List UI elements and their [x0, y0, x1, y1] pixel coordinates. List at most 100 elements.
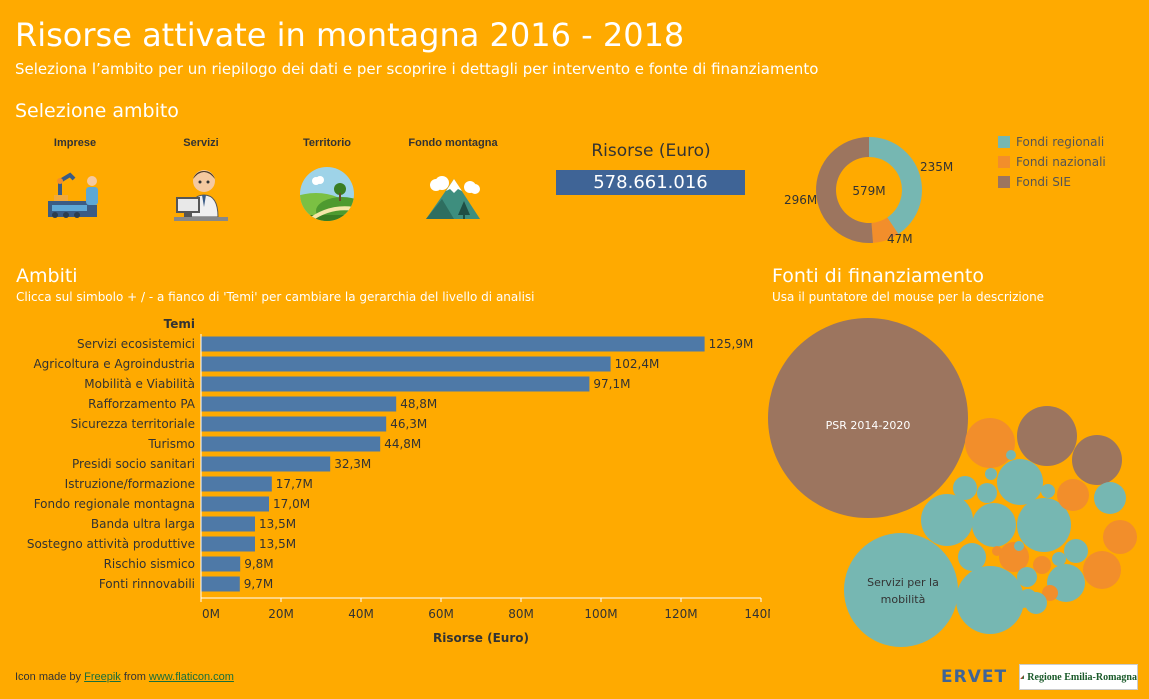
bubble[interactable] — [1094, 482, 1126, 514]
bubble[interactable] — [977, 483, 997, 503]
ambito-imprese-button[interactable]: Imprese — [20, 137, 130, 223]
bubble[interactable] — [1057, 479, 1089, 511]
category-label: Servizi ecosistemici — [77, 337, 195, 351]
bar[interactable] — [201, 356, 611, 372]
bubble-mobilita[interactable] — [844, 533, 958, 647]
x-tick-label: 40M — [348, 607, 374, 621]
bubble[interactable] — [1103, 520, 1137, 554]
bubble[interactable] — [1019, 598, 1029, 608]
donut-segment-2[interactable] — [816, 137, 874, 243]
bar[interactable] — [201, 516, 255, 532]
donut-center-label: 579M — [852, 184, 885, 198]
ambito-territorio-button[interactable]: Territorio — [272, 137, 382, 223]
bar-value-label: 102,4M — [615, 357, 660, 371]
x-axis-title: Risorse (Euro) — [433, 631, 529, 645]
mountain-icon — [426, 176, 480, 219]
bubble-label-mobilita-1: Servizi per la — [867, 576, 939, 589]
bubble[interactable] — [1064, 539, 1088, 563]
bubble[interactable] — [997, 459, 1043, 505]
ambito-fondo-montagna-button[interactable]: Fondo montagna — [398, 137, 508, 223]
kpi-value: 578.661.016 — [556, 170, 745, 195]
category-label: Rafforzamento PA — [88, 397, 196, 411]
bubble[interactable] — [956, 566, 1024, 634]
bar[interactable] — [201, 536, 255, 552]
x-tick-label: 100M — [584, 607, 617, 621]
category-label: Istruzione/formazione — [65, 477, 195, 491]
donut-segment-0[interactable] — [869, 137, 922, 235]
ambiti-subtitle: Clicca sul simbolo + / - a fianco di 'Te… — [16, 290, 535, 304]
bar-value-label: 97,1M — [593, 377, 630, 391]
bar[interactable] — [201, 476, 272, 492]
bar[interactable] — [201, 376, 590, 392]
donut-segment-1[interactable] — [871, 217, 899, 243]
bubble[interactable] — [985, 468, 997, 480]
bubble[interactable] — [1006, 450, 1016, 460]
ambito-label: Imprese — [53, 137, 97, 149]
bar-value-label: 125,9M — [709, 337, 754, 351]
legend-item-regionali[interactable]: Fondi regionali — [998, 132, 1106, 152]
bar-value-label: 17,0M — [273, 497, 310, 511]
bubble[interactable] — [1014, 541, 1024, 551]
category-label: Banda ultra larga — [91, 517, 195, 531]
bubble[interactable] — [972, 503, 1016, 547]
funding-bubble-chart[interactable]: PSR 2014-2020 Servizi per la mobilità — [762, 315, 1149, 655]
bubble[interactable] — [953, 476, 977, 500]
bar[interactable] — [201, 416, 387, 432]
page-title: Risorse attivate in montagna 2016 - 2018 — [15, 16, 685, 54]
legend-label: Fondi regionali — [1016, 135, 1105, 149]
donut-label-nazionali: 47M — [887, 232, 913, 246]
bubble[interactable] — [921, 494, 973, 546]
x-tick-label: 120M — [664, 607, 697, 621]
bubble[interactable] — [1017, 406, 1077, 466]
bubble[interactable] — [1072, 435, 1122, 485]
bar-value-label: 13,5M — [259, 537, 296, 551]
ambiti-title: Ambiti — [16, 265, 78, 287]
bubble[interactable] — [1025, 592, 1047, 614]
legend-item-nazionali[interactable]: Fondi nazionali — [998, 152, 1106, 172]
category-label: Agricoltura e Agroindustria — [33, 357, 195, 371]
bubble[interactable] — [958, 543, 986, 571]
landscape-icon — [300, 167, 354, 221]
bar-value-label: 13,5M — [259, 517, 296, 531]
flaticon-link[interactable]: www.flaticon.com — [148, 671, 234, 683]
category-label: Fondo regionale montagna — [34, 497, 195, 511]
factory-workers-icon — [48, 172, 98, 218]
freepik-link[interactable]: Freepik — [84, 671, 121, 683]
bubble[interactable] — [1033, 556, 1051, 574]
bar-value-label: 48,8M — [400, 397, 437, 411]
bubble[interactable] — [1042, 585, 1058, 601]
bubble[interactable] — [1052, 552, 1066, 566]
bubble-psr[interactable] — [768, 318, 968, 518]
bar[interactable] — [201, 336, 705, 352]
category-label: Sicurezza territoriale — [71, 417, 195, 431]
category-header[interactable]: Temi — [164, 317, 195, 331]
bubble[interactable] — [1017, 498, 1071, 552]
bubble[interactable] — [1041, 484, 1055, 498]
bar[interactable] — [201, 576, 240, 592]
ambito-label: Fondo montagna — [408, 137, 498, 149]
bubble[interactable] — [992, 546, 1002, 556]
legend-swatch — [998, 156, 1010, 168]
x-tick-label: 20M — [268, 607, 294, 621]
x-tick-label: 0M — [202, 607, 220, 621]
bar[interactable] — [201, 436, 381, 452]
bar[interactable] — [201, 496, 269, 512]
funding-donut-chart[interactable]: 579M 235M 47M 296M — [770, 125, 990, 250]
donut-legend: Fondi regionali Fondi nazionali Fondi SI… — [998, 132, 1106, 192]
ambito-servizi-button[interactable]: Servizi — [146, 137, 256, 223]
donut-label-sie: 296M — [784, 193, 817, 207]
bar[interactable] — [201, 396, 397, 412]
legend-swatch — [998, 136, 1010, 148]
legend-item-sie[interactable]: Fondi SIE — [998, 172, 1106, 192]
bubble[interactable] — [1017, 567, 1037, 587]
category-label: Sostegno attività produttive — [27, 537, 195, 551]
ambiti-bar-chart[interactable]: Temi Servizi ecosistemici 125,9M Agricoltur… — [0, 312, 770, 647]
bubble[interactable] — [1083, 551, 1121, 589]
category-label: Fonti rinnovabili — [99, 577, 195, 591]
x-tick-label: 80M — [508, 607, 534, 621]
bar[interactable] — [201, 556, 241, 572]
bar[interactable] — [201, 456, 331, 472]
bubble[interactable] — [965, 418, 1015, 468]
bubble-label-psr: PSR 2014-2020 — [826, 419, 911, 432]
legend-swatch — [998, 176, 1010, 188]
